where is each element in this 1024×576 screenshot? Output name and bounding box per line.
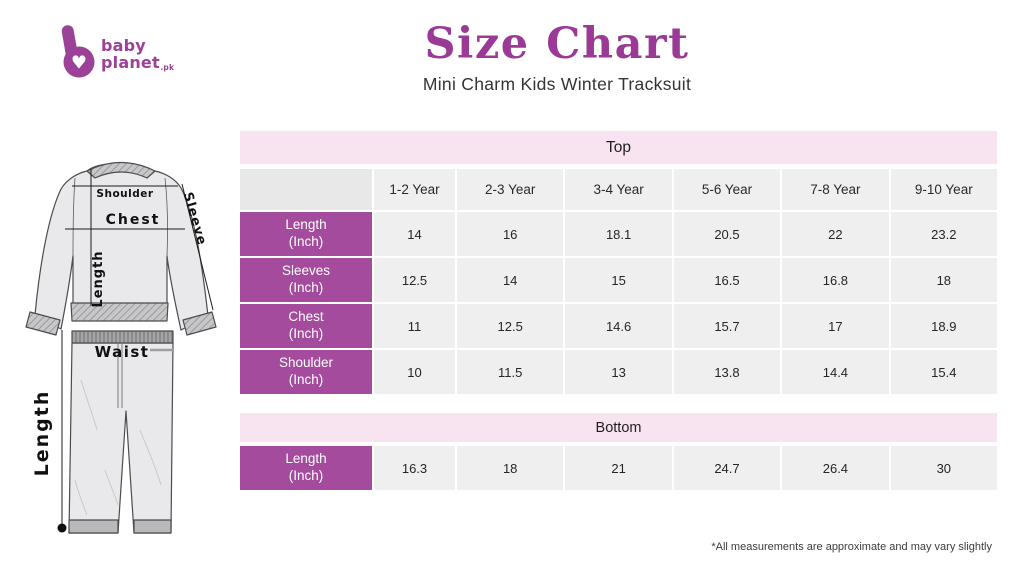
diagram-label-length-bottom: Length [31,390,53,477]
measurement-lines [61,169,214,527]
value-cell: 16 [457,212,564,256]
value-cell: 26.4 [782,446,889,490]
row-header-label: Chest [288,309,324,325]
logo-word-planet-text: planet [101,53,160,72]
row-header-label: Length [285,451,327,467]
column-header: 2-3 Year [457,169,564,210]
bottom-size-table: Length (Inch) 16.3 18 21 24.7 26.4 30 [240,446,997,490]
value-cell: 23.2 [890,212,997,256]
value-cell: 18.9 [890,304,997,348]
row-header: Chest (Inch) [240,304,372,348]
heart-icon: ♥ [71,53,87,74]
tracksuit-diagram: Shoulder Chest Length Sleeve Waist Lengt… [25,162,217,534]
footnote: *All measurements are approximate and ma… [711,541,992,553]
value-cell: 24.7 [673,446,781,490]
diagram-label-waist: Waist [95,343,150,361]
logo-suffix: .pk [160,63,174,72]
value-cell: 15.7 [673,304,781,348]
pants-illustration [68,330,174,534]
column-header: 1-2 Year [374,169,455,210]
value-cell: 13.8 [673,350,781,394]
value-cell: 16.3 [374,446,455,490]
row-header-unit: (Inch) [288,468,324,483]
value-cell: 30 [890,446,997,490]
diagram-label-chest: Chest [106,212,161,228]
value-cell: 18 [457,446,564,490]
row-header-label: Length [285,217,327,233]
length-endpoint-dot [57,523,67,533]
row-header-unit: (Inch) [288,234,324,249]
column-header: 9-10 Year [890,169,997,210]
value-cell: 22 [782,212,889,256]
value-cell: 12.5 [374,258,455,302]
babyplanet-logo: ♥ baby planet.pk [61,25,174,78]
row-header: Shoulder (Inch) [240,350,372,394]
column-header: 3-4 Year [565,169,672,210]
top-size-table: 1-2 Year 2-3 Year 3-4 Year 5-6 Year 7-8 Year… [240,169,997,394]
logo-word-baby: baby [101,36,146,55]
value-cell: 13 [565,350,672,394]
value-cell: 16.5 [673,258,781,302]
diagram-label-length-top: Length [91,250,106,307]
value-cell: 11.5 [457,350,564,394]
diagram-label-shoulder: Shoulder [96,188,153,200]
bottom-section-label: Bottom [595,419,642,436]
value-cell: 11 [374,304,455,348]
value-cell: 14.4 [782,350,889,394]
row-header: Length (Inch) [240,212,372,256]
column-header: 7-8 Year [782,169,889,210]
value-cell: 14.6 [565,304,672,348]
value-cell: 18.1 [565,212,672,256]
value-cell: 14 [374,212,455,256]
value-cell: 14 [457,258,564,302]
value-cell: 15.4 [890,350,997,394]
value-cell: 12.5 [457,304,564,348]
column-header: 5-6 Year [673,169,781,210]
value-cell: 18 [890,258,997,302]
row-header-unit: (Inch) [288,280,324,295]
top-section-label: Top [606,138,631,156]
logo-b-mark: ♥ [61,25,95,78]
bottom-section-header: Bottom [240,413,997,442]
value-cell: 17 [782,304,889,348]
value-cell: 20.5 [673,212,781,256]
sweatshirt-illustration [25,162,217,336]
page-title: Size Chart [424,19,690,69]
row-header: Sleeves (Inch) [240,258,372,302]
row-header-unit: (Inch) [288,372,324,387]
logo-word-planet: planet.pk [101,53,174,72]
value-cell: 21 [565,446,672,490]
page-header: Size Chart Mini Charm Kids Winter Tracks… [90,19,1024,95]
size-tables: Top 1-2 Year 2-3 Year 3-4 Year 5-6 Year 7-8 … [240,131,997,490]
top-section-header: Top [240,131,997,164]
row-header-unit: (Inch) [288,326,324,341]
value-cell: 15 [565,258,672,302]
value-cell: 10 [374,350,455,394]
value-cell: 16.8 [782,258,889,302]
row-header: Length (Inch) [240,446,372,490]
row-header-label: Shoulder [278,355,334,371]
row-header-label: Sleeves [281,263,331,279]
page-subtitle: Mini Charm Kids Winter Tracksuit [422,74,692,95]
table-corner-cell [240,169,372,210]
